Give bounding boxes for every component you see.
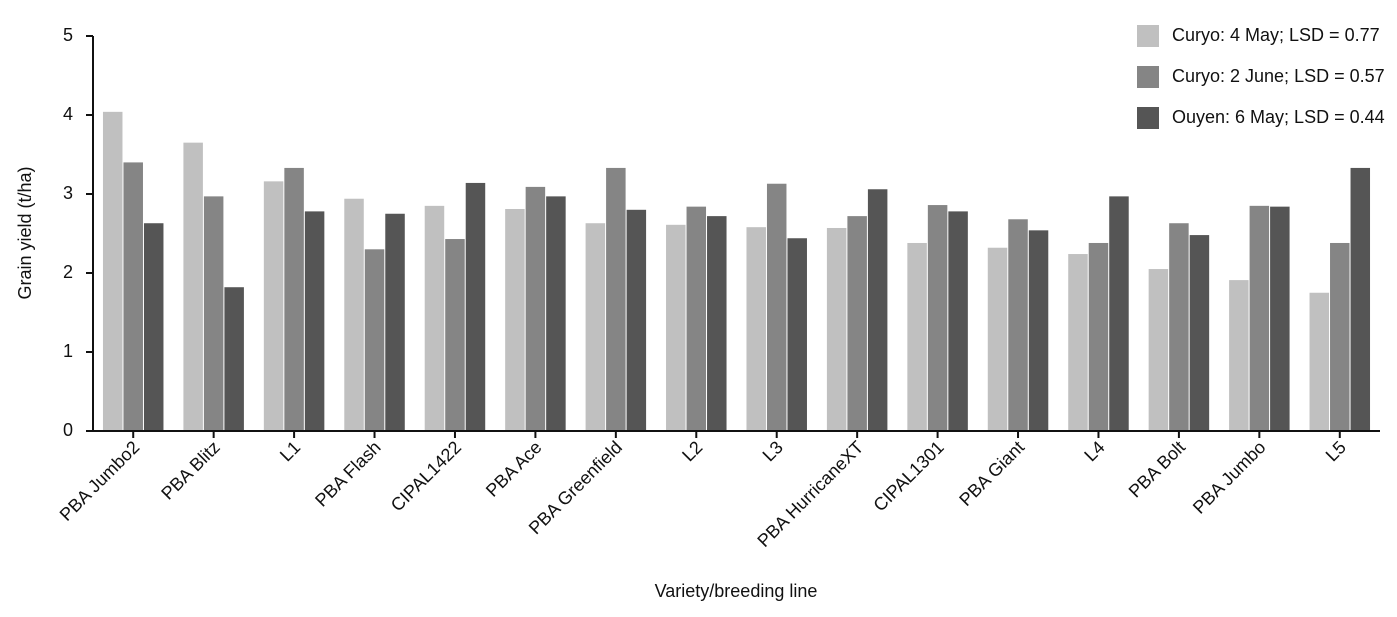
x-tick-label: PBA Bolt bbox=[1125, 437, 1189, 501]
bar bbox=[746, 227, 766, 431]
x-tick-label: CIPAL1422 bbox=[387, 437, 465, 515]
bar bbox=[948, 211, 968, 431]
bar bbox=[867, 189, 888, 431]
bar bbox=[987, 247, 1008, 431]
bar bbox=[1229, 280, 1249, 431]
bar bbox=[1330, 242, 1350, 431]
bar bbox=[707, 216, 727, 431]
x-tick-label: L2 bbox=[678, 437, 706, 465]
x-tick-label: PBA Jumbo bbox=[1189, 437, 1270, 518]
x-tick-label: L4 bbox=[1080, 437, 1108, 465]
bar bbox=[203, 196, 224, 431]
x-tick-label: PBA Flash bbox=[311, 437, 385, 511]
legend-swatch bbox=[1137, 25, 1159, 47]
x-tick-label: PBA Ace bbox=[482, 437, 546, 501]
x-tick-label: CIPAL1301 bbox=[869, 437, 947, 515]
y-tick-label: 2 bbox=[63, 262, 73, 282]
legend-label: Curyo: 2 June; LSD = 0.57 bbox=[1172, 66, 1385, 86]
bar bbox=[224, 287, 244, 431]
x-tick-label: L1 bbox=[276, 437, 304, 465]
legend-swatch bbox=[1137, 107, 1159, 129]
bar bbox=[284, 167, 304, 431]
bar bbox=[1189, 235, 1210, 431]
bar bbox=[666, 224, 686, 431]
y-tick-label: 0 bbox=[63, 420, 73, 440]
bar bbox=[585, 223, 606, 431]
bar bbox=[1028, 230, 1049, 431]
bar bbox=[1148, 269, 1169, 431]
bar bbox=[686, 206, 707, 431]
bar bbox=[847, 216, 867, 431]
bar bbox=[606, 167, 626, 431]
y-tick-label: 4 bbox=[63, 104, 73, 124]
legend-label: Ouyen: 6 May; LSD = 0.44 bbox=[1172, 107, 1385, 127]
bar bbox=[263, 181, 284, 431]
bar bbox=[907, 242, 927, 431]
bar bbox=[1088, 242, 1109, 431]
bar bbox=[525, 186, 546, 431]
x-tick-label: L5 bbox=[1322, 437, 1350, 465]
y-tick-label: 3 bbox=[63, 183, 73, 203]
bar bbox=[1309, 292, 1330, 431]
bar bbox=[385, 213, 405, 431]
bar bbox=[826, 227, 847, 431]
bar bbox=[1109, 196, 1129, 431]
bar bbox=[1068, 254, 1088, 431]
bar bbox=[364, 249, 385, 431]
x-tick-label: L3 bbox=[759, 437, 787, 465]
bar bbox=[465, 182, 486, 431]
bar bbox=[1270, 206, 1290, 431]
y-tick-label: 5 bbox=[63, 25, 73, 45]
x-axis-label: Variety/breeding line bbox=[655, 581, 818, 601]
y-tick-label: 1 bbox=[63, 341, 73, 361]
bar bbox=[1169, 223, 1189, 431]
bar bbox=[304, 211, 325, 431]
bar bbox=[1249, 205, 1270, 431]
legend-label: Curyo: 4 May; LSD = 0.77 bbox=[1172, 25, 1380, 45]
x-tick-label: PBA Jumbo2 bbox=[56, 437, 144, 525]
bar bbox=[424, 205, 445, 431]
bar bbox=[1008, 219, 1028, 431]
bar bbox=[445, 239, 465, 431]
y-axis-label: Grain yield (t/ha) bbox=[15, 166, 35, 299]
bar bbox=[183, 142, 203, 431]
x-tick-label: PBA Giant bbox=[955, 437, 1028, 510]
bar bbox=[787, 238, 807, 431]
bar bbox=[123, 162, 143, 431]
bar bbox=[102, 111, 123, 431]
bar bbox=[1350, 167, 1371, 431]
bar bbox=[927, 205, 948, 431]
x-tick-label: PBA Blitz bbox=[157, 437, 223, 503]
bar bbox=[626, 209, 647, 431]
bar bbox=[143, 223, 164, 431]
bar bbox=[766, 183, 787, 431]
bar bbox=[344, 198, 364, 431]
legend-swatch bbox=[1137, 66, 1159, 88]
bar bbox=[546, 196, 566, 431]
bar bbox=[505, 209, 525, 431]
